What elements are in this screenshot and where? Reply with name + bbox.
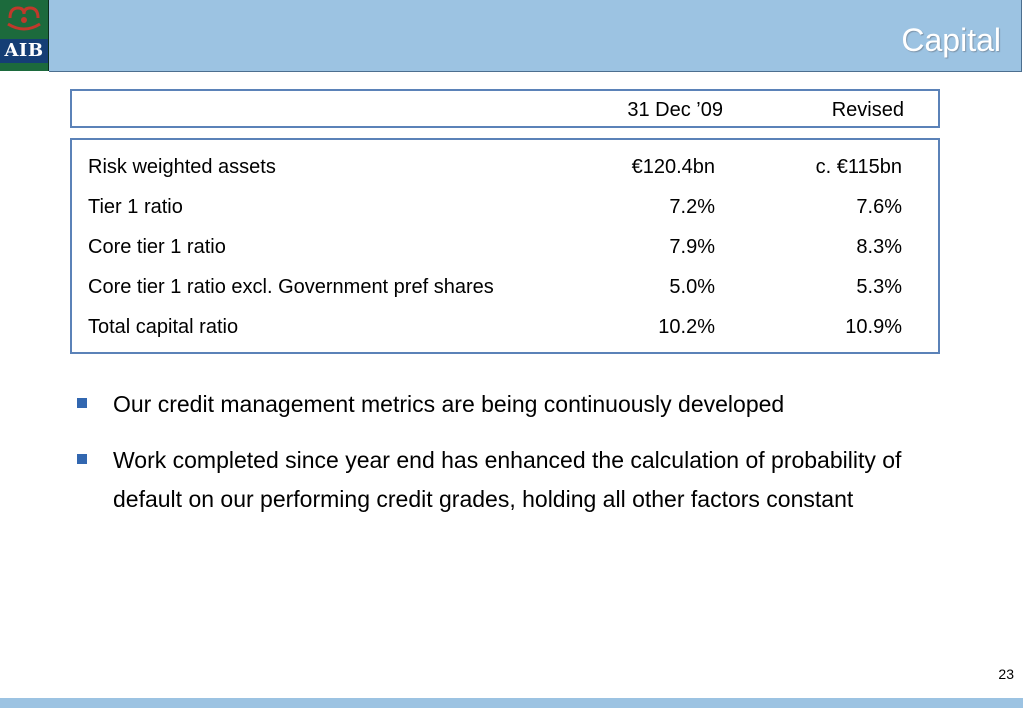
row-value-revised: 7.6% (856, 196, 902, 218)
footer-bar (0, 698, 1023, 708)
row-label: Risk weighted assets (88, 156, 276, 178)
bullet-list: Our credit management metrics are being … (74, 385, 944, 536)
bullet-text: Work completed since year end has enhanc… (113, 447, 902, 512)
bullet-item: Work completed since year end has enhanc… (74, 441, 944, 519)
square-bullet-icon (77, 454, 87, 464)
row-value-31-dec-09: 7.2% (669, 196, 715, 218)
row-label: Core tier 1 ratio excl. Government pref … (88, 276, 494, 298)
row-label: Core tier 1 ratio (88, 236, 226, 258)
row-label: Total capital ratio (88, 316, 239, 338)
table-row: Tier 1 ratio 7.2% 7.6% (72, 196, 938, 226)
column-header-31-dec-09: 31 Dec ’09 (627, 99, 723, 121)
bullet-item: Our credit management metrics are being … (74, 385, 944, 424)
row-value-revised: c. €115bn (815, 156, 902, 178)
square-bullet-icon (77, 398, 87, 408)
capital-table: Risk weighted assets €120.4bn c. €115bn … (70, 138, 940, 354)
column-header-revised: Revised (831, 99, 904, 121)
table-header: 31 Dec ’09 Revised (70, 89, 940, 128)
title-bar: Capital (49, 0, 1022, 72)
row-value-31-dec-09: 10.2% (658, 316, 715, 338)
row-value-31-dec-09: 7.9% (669, 236, 715, 258)
row-value-31-dec-09: 5.0% (669, 276, 715, 298)
row-value-revised: 8.3% (856, 236, 902, 258)
table-row: Core tier 1 ratio 7.9% 8.3% (72, 236, 938, 266)
table-row: Risk weighted assets €120.4bn c. €115bn (72, 156, 938, 186)
table-row: Total capital ratio 10.2% 10.9% (72, 316, 938, 346)
page-number: 23 (998, 666, 1014, 682)
bullet-text: Our credit management metrics are being … (113, 391, 785, 417)
row-label: Tier 1 ratio (88, 196, 183, 218)
logo-text: AIB (0, 39, 48, 63)
row-value-revised: 5.3% (856, 276, 902, 298)
table-row: Core tier 1 ratio excl. Government pref … (72, 276, 938, 306)
row-value-revised: 10.9% (845, 316, 902, 338)
aib-ark-logo-icon (7, 6, 41, 31)
aib-logo: AIB (0, 0, 49, 71)
row-value-31-dec-09: €120.4bn (631, 156, 715, 178)
page-title: Capital (901, 22, 1001, 58)
